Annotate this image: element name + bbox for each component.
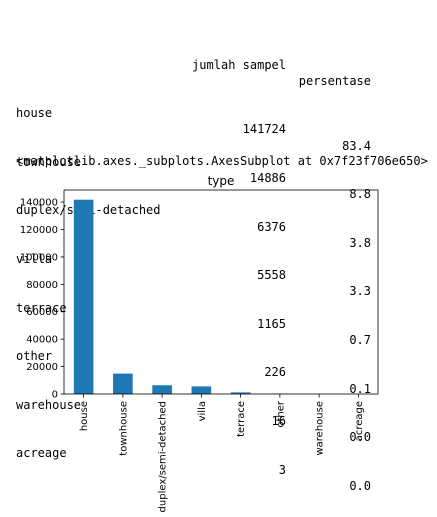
y-tick-label: 20000 [26, 362, 58, 373]
row-label: townhouse [16, 154, 82, 169]
x-tick-label: acreage [354, 401, 365, 441]
bar-chart: type 0 20000 40000 60000 80000 100000 120000 14… [20, 174, 379, 512]
table-row: acreage 3 0.0 [16, 429, 436, 492]
y-axis: 0 20000 40000 60000 80000 100000 120000 140000 [20, 198, 64, 401]
row-count: 141724 [242, 122, 286, 137]
y-tick-label: 0 [52, 390, 58, 401]
row-pct: 0.7 [349, 332, 371, 347]
table-row: other 226 0.1 [16, 332, 436, 395]
chart-title: type [208, 174, 235, 188]
row-count: 1165 [257, 316, 286, 331]
table-row: villa 5558 3.3 [16, 235, 436, 298]
row-pct: 3.8 [349, 235, 371, 250]
bar-villa [191, 386, 212, 394]
row-pct: 0.0 [349, 478, 371, 493]
table-row: townhouse 14886 8.8 [16, 138, 436, 201]
y-tick-label: 40000 [26, 335, 58, 346]
row-label: acreage [16, 446, 67, 461]
bar-townhouse [113, 373, 133, 394]
header-persentase: persentase [298, 73, 371, 88]
row-pct: 83.4 [342, 138, 371, 153]
row-label: warehouse [16, 397, 82, 412]
dataframe-output: jumlah sampel persentase house 141724 83… [16, 8, 436, 493]
plot-frame [63, 189, 379, 395]
bar-house [73, 199, 94, 394]
x-tick-label: other [275, 400, 286, 428]
y-tick-label: 80000 [26, 280, 58, 291]
y-tick-label: 120000 [20, 225, 58, 236]
row-pct: 0.0 [349, 430, 371, 445]
y-tick-label: 100000 [20, 252, 58, 263]
y-tick-label: 140000 [20, 198, 58, 209]
axes-repr-output: <matplotlib.axes._subplots.AxesSubplot a… [16, 154, 428, 168]
bar-terrace [230, 392, 251, 394]
x-axis: house townhouse duplex/semi-detached villa t… [79, 394, 365, 512]
row-count: 5558 [257, 268, 286, 283]
x-tick-label: villa [197, 401, 208, 421]
row-label: house [16, 106, 53, 121]
x-tick-label: terrace [236, 401, 247, 437]
x-tick-label: duplex/semi-detached [158, 401, 169, 512]
row-label: villa [16, 251, 53, 266]
table-header-row: jumlah sampel persentase [16, 40, 436, 88]
row-pct: 8.8 [349, 187, 371, 202]
row-count: 3 [278, 462, 286, 477]
bars-layer [73, 199, 369, 394]
table-row: house 141724 83.4 [16, 89, 436, 152]
x-tick-label: house [79, 401, 90, 431]
table-row: terrace 1165 0.7 [16, 283, 436, 347]
row-pct: 3.3 [349, 284, 371, 299]
row-count: 226 [264, 365, 286, 380]
row-label: terrace [16, 300, 67, 315]
table-row: warehouse 16 0.0 [16, 381, 436, 444]
row-label: other [16, 349, 53, 364]
row-count: 16 [271, 413, 286, 428]
row-pct: 0.1 [349, 381, 371, 396]
y-tick-label: 60000 [26, 307, 58, 318]
x-tick-label: townhouse [118, 401, 129, 456]
row-count: 14886 [249, 171, 286, 185]
row-count: 6376 [257, 219, 286, 234]
header-jumlah-sampel: jumlah sampel [192, 57, 286, 72]
bar-duplex-semi-detached [152, 385, 172, 394]
x-tick-label: warehouse [315, 401, 326, 456]
